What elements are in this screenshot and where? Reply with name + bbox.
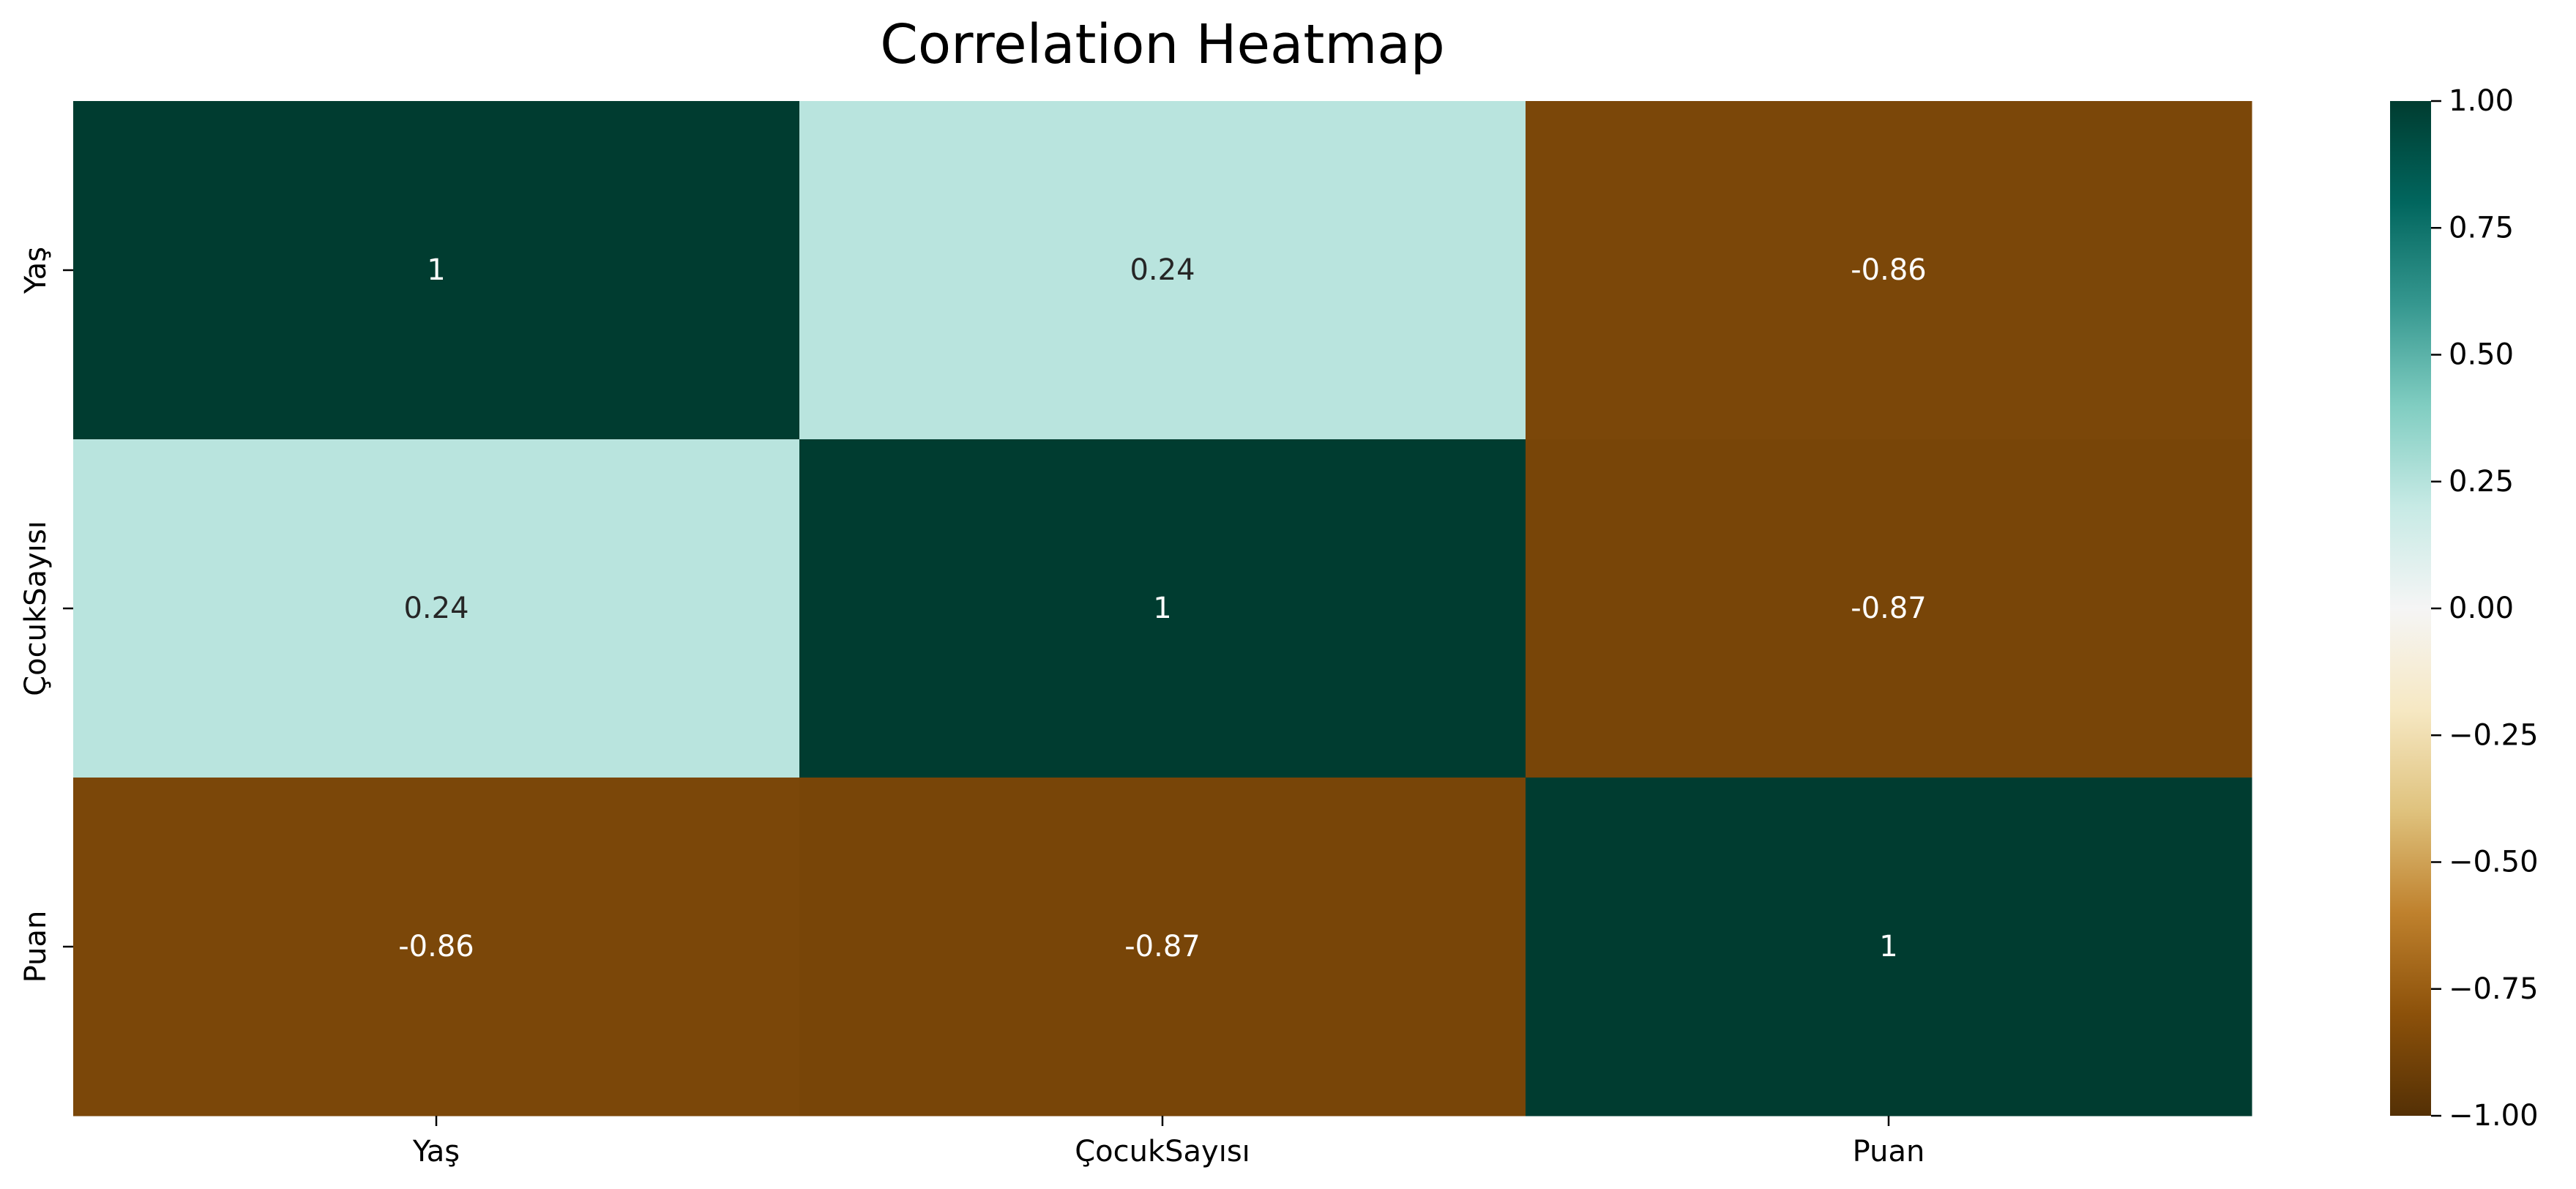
colorbar-tick-label: −1.00: [2449, 1099, 2539, 1133]
cell-value-label: 0.24: [1130, 253, 1195, 287]
heatmap-cell: [1526, 778, 2252, 1117]
chart-title: Correlation Heatmap: [880, 13, 1445, 76]
heatmap-cell: [73, 439, 800, 778]
cell-value-label: -0.86: [398, 930, 474, 963]
y-tick-label: ÇocukSayısı: [19, 521, 53, 696]
x-tick-label: Puan: [1853, 1135, 1925, 1168]
colorbar-axis: 1.00 0.75 0.50 0.25 0.00 −0.25 −0.50 −0.75 −1.00: [2431, 84, 2539, 1133]
x-tick-label: ÇocukSayısı: [1075, 1135, 1250, 1168]
colorbar-tick-label: 1.00: [2449, 84, 2514, 118]
y-tick-label: Yaş: [19, 247, 53, 294]
cell-value-label: 1: [1153, 592, 1171, 625]
heatmap-cell: [799, 439, 1526, 778]
colorbar-tick-label: −0.75: [2449, 972, 2539, 1006]
colorbar-tick-label: 0.00: [2449, 592, 2514, 625]
colorbar-tick-label: 0.25: [2449, 465, 2514, 499]
heatmap-cell: [1526, 101, 2252, 440]
cell-value-label: 0.24: [403, 592, 468, 625]
heatmap-cell: [73, 101, 800, 440]
cell-value-label: 1: [427, 253, 445, 287]
colorbar-tick-label: 0.75: [2449, 211, 2514, 245]
x-axis: Yaş ÇocukSayısı Puan: [412, 1116, 1924, 1168]
y-tick-label: Puan: [19, 911, 53, 983]
heatmap-cell-labels: 1 0.24 -0.86 0.24 1 -0.87 -0.86 -0.87 1: [398, 253, 1927, 963]
colorbar-tick-label: 0.50: [2449, 338, 2514, 372]
y-axis: Yaş ÇocukSayısı Puan: [19, 247, 73, 983]
cell-value-label: -0.87: [1124, 930, 1201, 963]
x-tick-label: Yaş: [412, 1135, 460, 1168]
colorbar-tick-label: −0.25: [2449, 718, 2539, 752]
cell-value-label: -0.86: [1851, 253, 1927, 287]
colorbar: [2390, 101, 2431, 1116]
heatmap-cell: [799, 778, 1526, 1117]
heatmap-cells: [73, 101, 2252, 1117]
heatmap-cell: [799, 101, 1526, 440]
heatmap-cell: [73, 778, 800, 1117]
colorbar-tick-label: −0.50: [2449, 846, 2539, 879]
cell-value-label: 1: [1879, 930, 1897, 963]
cell-value-label: -0.87: [1851, 592, 1927, 625]
heatmap-cell: [1526, 439, 2252, 778]
